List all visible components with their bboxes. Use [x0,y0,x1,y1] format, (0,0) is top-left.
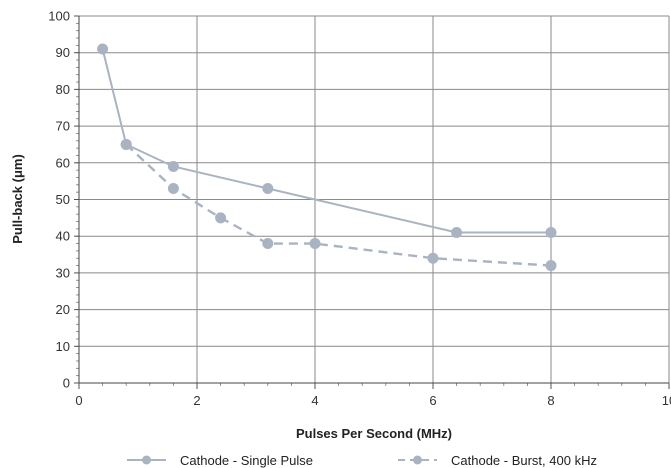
x-tick-label: 4 [311,393,318,408]
y-tick-label: 10 [56,339,70,354]
series-group [120,138,557,272]
burst-point [262,238,274,250]
legend-label: Cathode - Single Pulse [180,453,313,468]
legend-swatch-marker [142,455,151,465]
burst-point [309,238,321,250]
legend: Cathode - Single Pulse Cathode - Burst, 4… [127,453,597,468]
series-group [97,43,557,239]
y-tick-label: 100 [48,9,70,24]
single-pulse-point [167,160,179,172]
single-pulse-point [97,43,109,55]
single-pulse-line [101,48,551,234]
x-tick-label: 10 [662,393,671,408]
y-tick-label: 0 [63,376,70,391]
y-tick-label: 70 [56,119,70,134]
burst-point [427,252,439,264]
y-tick-label: 20 [56,302,70,317]
tick-labels: 02468100102030405060708090100 [48,9,671,409]
single-pulse-point [545,227,557,239]
x-tick-label: 0 [75,393,82,408]
axes [74,15,670,389]
y-tick-label: 80 [56,82,70,97]
y-tick-label: 50 [56,192,70,207]
burst-point [215,212,227,224]
x-tick-label: 2 [193,393,200,408]
y-tick-label: 30 [56,265,70,280]
single-pulse-point [262,182,274,194]
legend-swatch-marker [413,455,422,465]
legend-label: Cathode - Burst, 400 kHz [451,453,597,468]
y-tick-label: 90 [56,45,70,60]
x-axis-title: Pulses Per Second (MHz) [296,426,452,441]
y-tick-label: 40 [56,229,70,244]
burst-point [120,138,132,150]
y-axis-title: Pull-back (μm) [10,154,25,244]
series-layer [97,43,557,272]
x-tick-label: 8 [547,393,554,408]
x-tick-label: 6 [429,393,436,408]
single-pulse-point [451,227,463,239]
y-tick-label: 60 [56,155,70,170]
burst-point [167,182,179,194]
burst-point [545,260,557,272]
grid-lines [79,15,670,383]
